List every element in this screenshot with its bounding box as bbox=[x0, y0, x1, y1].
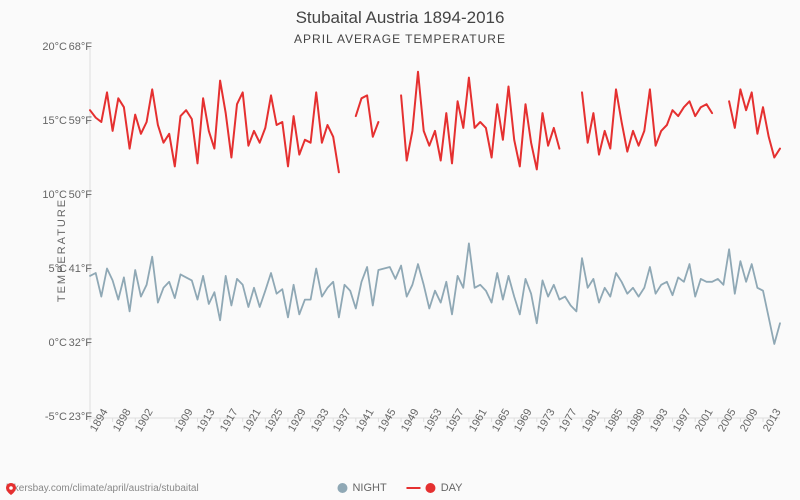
pin-icon bbox=[6, 483, 16, 495]
chart-container: Stubaital Austria 1894-2016 APRIL AVERAG… bbox=[0, 0, 800, 500]
legend-line-day bbox=[407, 487, 421, 489]
y-tick-fahrenheit: 59°F bbox=[68, 115, 92, 127]
y-tick-celsius: 10°C bbox=[35, 189, 67, 201]
legend-item-night: NIGHT bbox=[337, 482, 386, 494]
legend-label-night: NIGHT bbox=[352, 482, 386, 494]
attribution-text: hikersbay.com/climate/april/austria/stub… bbox=[6, 483, 199, 494]
y-tick-celsius: 0°C bbox=[35, 337, 67, 349]
legend-marker-day bbox=[426, 483, 436, 493]
y-tick-fahrenheit: 50°F bbox=[68, 189, 92, 201]
legend: NIGHT DAY bbox=[337, 482, 462, 494]
legend-item-day: DAY bbox=[407, 482, 463, 494]
y-tick-celsius: -5°C bbox=[35, 411, 67, 423]
y-tick-fahrenheit: 41°F bbox=[68, 263, 92, 275]
y-tick-fahrenheit: 32°F bbox=[68, 337, 92, 349]
y-tick-fahrenheit: 68°F bbox=[68, 41, 92, 53]
legend-marker-night bbox=[337, 483, 347, 493]
y-tick-celsius: 15°C bbox=[35, 115, 67, 127]
y-tick-celsius: 5°C bbox=[35, 263, 67, 275]
attribution: hikersbay.com/climate/april/austria/stub… bbox=[6, 483, 199, 494]
legend-label-day: DAY bbox=[441, 482, 463, 494]
y-tick-celsius: 20°C bbox=[35, 41, 67, 53]
y-tick-fahrenheit: 23°F bbox=[68, 411, 92, 423]
